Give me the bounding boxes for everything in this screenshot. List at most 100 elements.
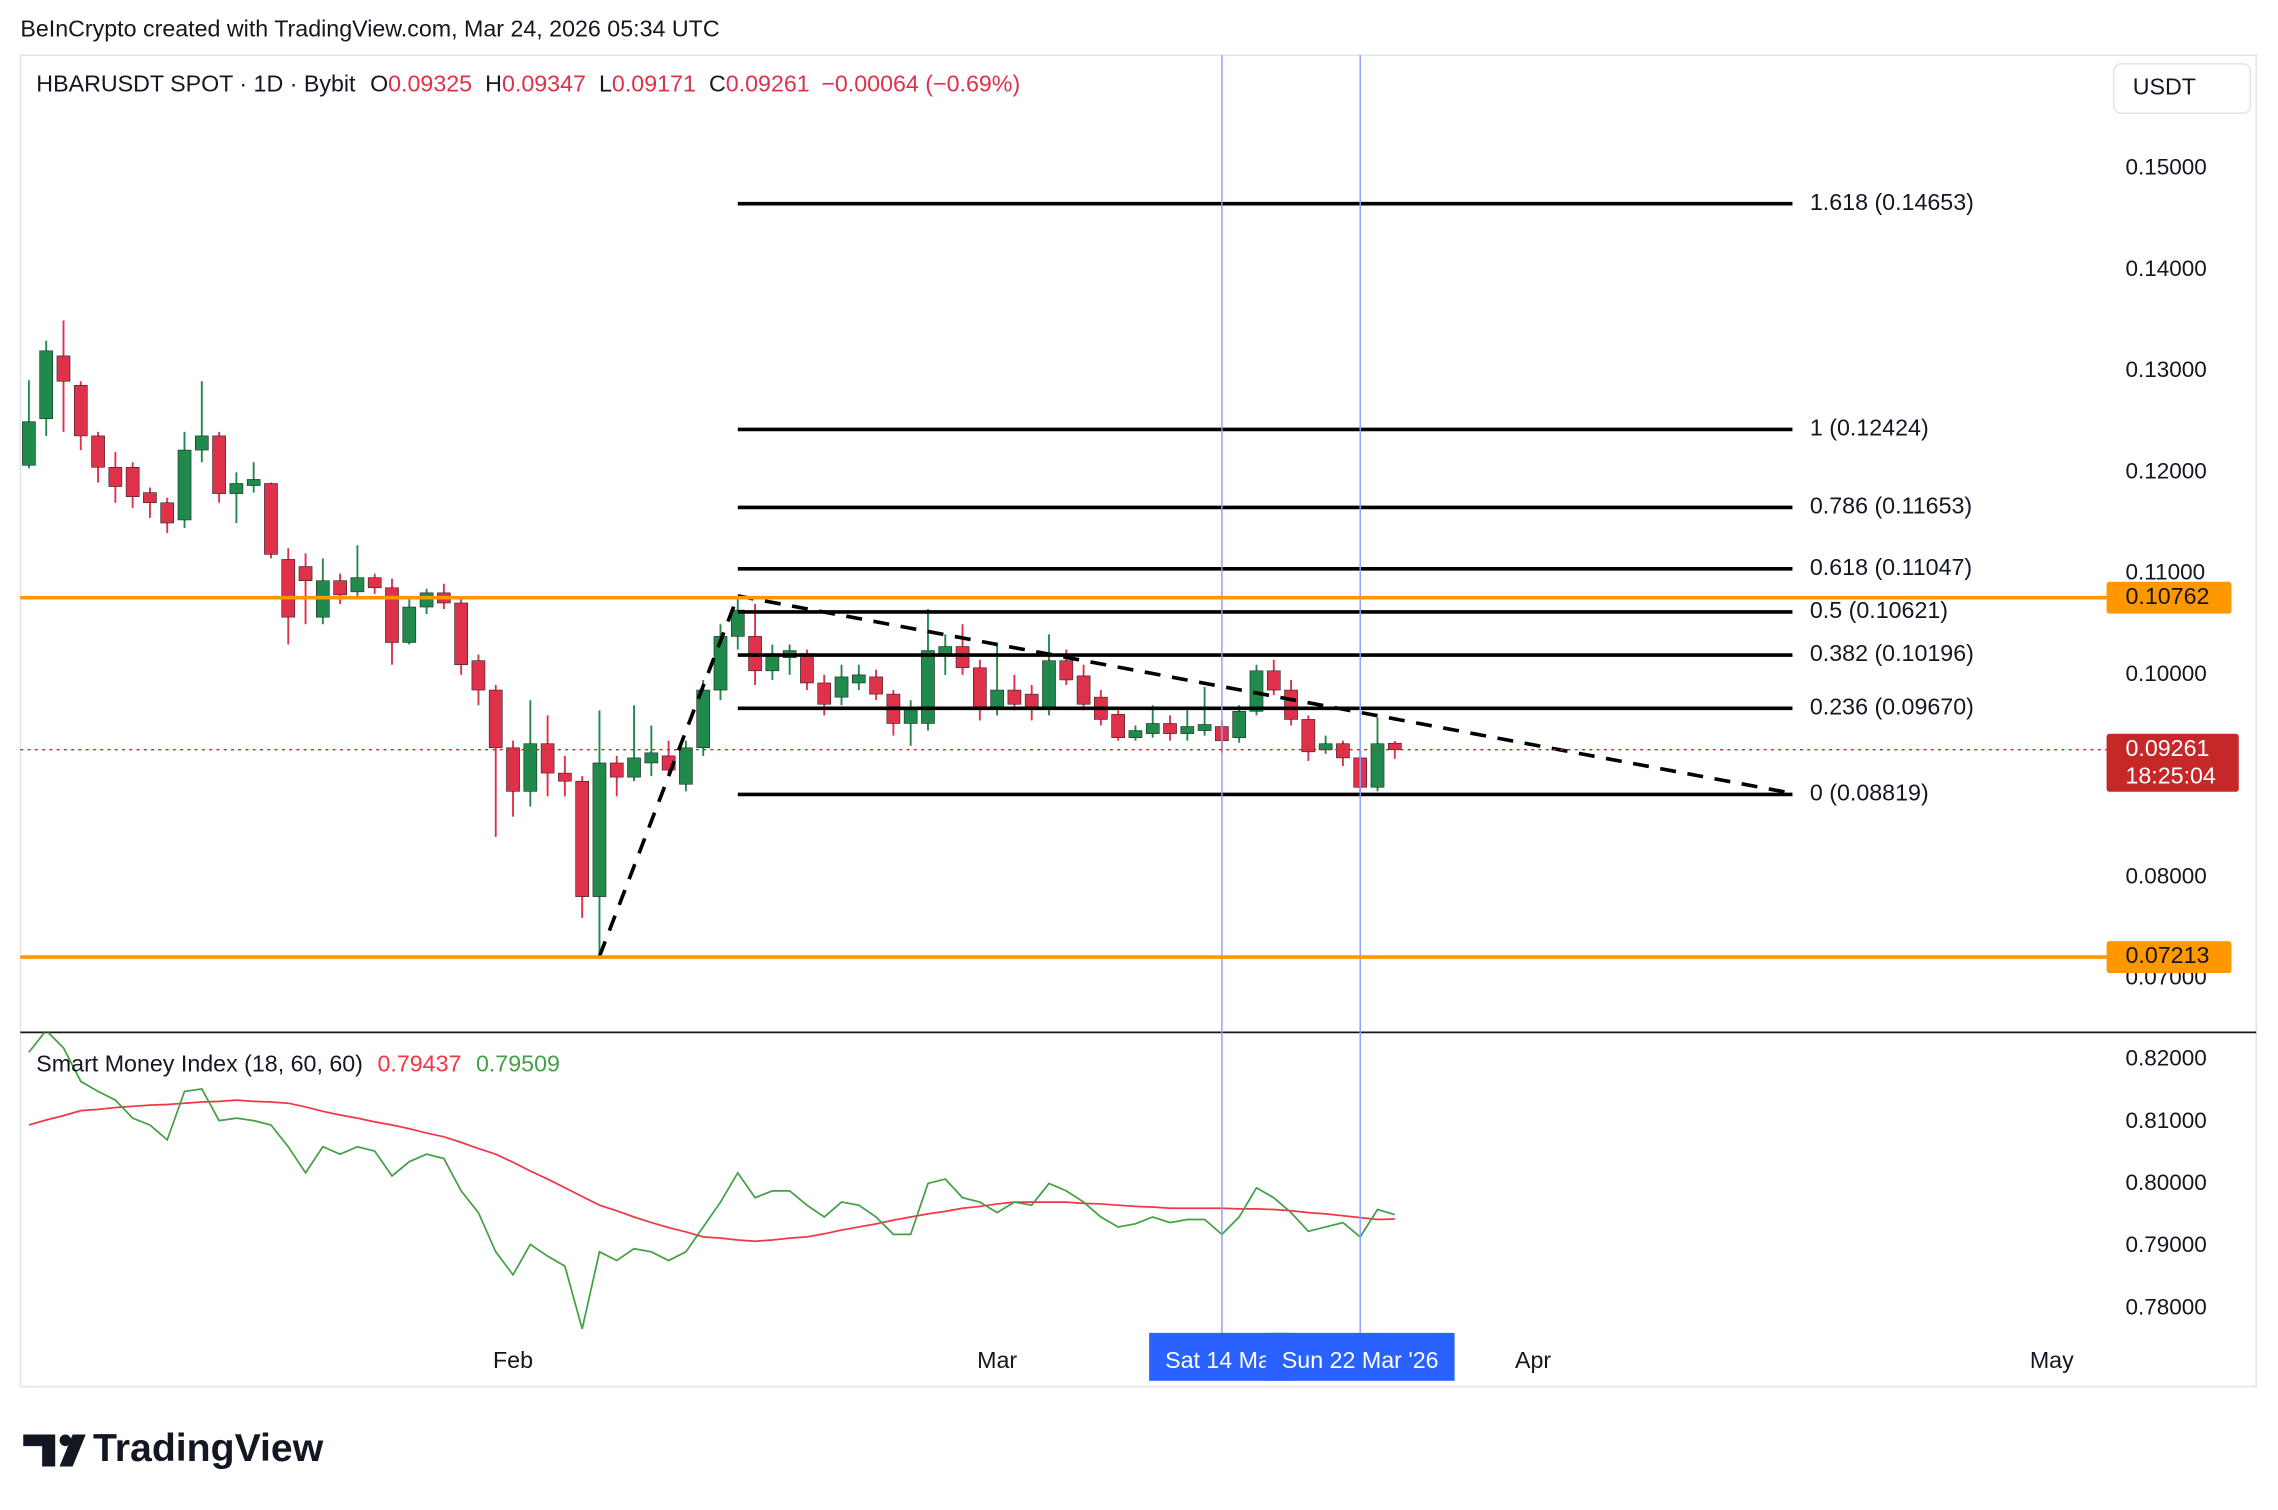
candle-body <box>56 355 71 382</box>
candle-body <box>1249 670 1264 712</box>
level-label: 0.07213 <box>2125 942 2209 968</box>
x-tick-label: Apr <box>1515 1347 1551 1373</box>
x-tick-label: Feb <box>493 1347 533 1373</box>
y-tick-label: 0.13000 <box>2125 357 2206 382</box>
x-tick-label: Mar <box>977 1347 1017 1373</box>
candle-body <box>540 743 555 774</box>
candle-body <box>1284 689 1298 720</box>
y-tick-label: 0.08000 <box>2125 863 2206 888</box>
y-tick-label: 0.15000 <box>2125 155 2206 180</box>
level-label-box <box>2106 581 2232 614</box>
candle-body <box>194 435 209 451</box>
fib-label: 0.236 (0.09670) <box>1810 693 1974 719</box>
legend-item: 0.09325 <box>388 71 472 97</box>
crosshair-label: Sun 22 Mar '26 <box>1282 1347 1439 1373</box>
candle-body <box>592 762 607 897</box>
candle-body <box>419 592 434 608</box>
chart-frame <box>19 54 2257 1388</box>
y-tick-label: 0.11000 <box>2125 560 2205 585</box>
candle-body <box>454 602 468 666</box>
level-label: 0.10762 <box>2125 583 2209 609</box>
fib-label: 0.382 (0.10196) <box>1810 640 1974 666</box>
candle-body <box>921 650 935 724</box>
level-label-box <box>2106 941 2232 974</box>
last-price-box <box>2106 733 2239 792</box>
candle-body <box>264 483 278 555</box>
y-tick-label: 0.80000 <box>2125 1170 2206 1195</box>
candle-body <box>350 577 365 593</box>
legend-item: HBARUSDT SPOT · 1D · Bybit <box>36 71 356 97</box>
currency: USDT <box>2133 74 2196 100</box>
candle-body <box>990 689 1004 709</box>
candle-body <box>973 667 987 709</box>
legend-item: C <box>709 71 726 97</box>
indicator-pane <box>28 1032 1396 1330</box>
candle-body <box>1145 723 1160 734</box>
y-tick-label: 0.79000 <box>2125 1232 2206 1257</box>
candle-body <box>1266 670 1281 691</box>
legend-item: −0.00064 (−0.69%) <box>821 71 1020 97</box>
fib-label: 0.786 (0.11653) <box>1810 493 1972 519</box>
price-pane: 1.618 (0.14653) 1 (0.12424) 0.786 (0.11653… <box>22 189 1974 958</box>
candle-body <box>229 483 244 494</box>
candle-body <box>955 646 970 669</box>
axes: 0.070000.080000.100000.110000.120000.130… <box>20 55 2252 1381</box>
candle-body <box>903 709 918 724</box>
candle-body <box>1387 742 1402 750</box>
trendline <box>597 595 740 958</box>
candle-body <box>558 772 572 782</box>
y-tick-label: 0.81000 <box>2125 1108 2206 1133</box>
candle-body <box>1232 711 1247 738</box>
candle-body <box>627 757 641 778</box>
indicator-title: Smart Money Index (18, 60, 60) <box>36 1051 363 1077</box>
candle-body <box>471 660 486 691</box>
candle-body <box>333 580 347 596</box>
fib-label: 1 (0.12424) <box>1810 415 1929 441</box>
candle-body <box>73 384 88 437</box>
fib-label: 0.618 (0.11047) <box>1810 554 1972 580</box>
candle-body <box>523 743 538 792</box>
candle-body <box>834 676 849 698</box>
candle-body <box>575 780 590 897</box>
legend-item: 0.09347 <box>502 71 586 97</box>
indicator-legend: Smart Money Index (18, 60, 60) 0.79437 0.7… <box>36 1051 560 1077</box>
legend-item: H <box>485 71 502 97</box>
candle-body <box>1042 660 1056 709</box>
candle-body <box>1007 689 1022 705</box>
candle-body <box>817 682 832 705</box>
candle-body <box>246 479 261 486</box>
candle-body <box>160 502 175 524</box>
fib-label: 0 (0.08819) <box>1810 780 1929 806</box>
trendline <box>737 594 1793 796</box>
candle-body <box>506 747 520 792</box>
candle-body <box>1111 714 1125 738</box>
indicator-line <box>28 1032 1396 1330</box>
currency-box <box>2113 63 2252 114</box>
fib-label: 1.618 (0.14653) <box>1810 189 1974 215</box>
candle-body <box>39 350 54 419</box>
candle-body <box>125 467 140 497</box>
indicator-line <box>28 1099 1395 1243</box>
candle-body <box>281 559 296 618</box>
candle-body <box>91 435 105 468</box>
candle-body <box>1197 724 1212 731</box>
crosshair-label: Sat 14 Mar <box>1165 1347 1279 1373</box>
candle-body <box>1024 693 1039 709</box>
candle-body <box>1076 675 1091 705</box>
brand: TradingView <box>93 1427 324 1470</box>
candle-body <box>679 747 693 785</box>
y-tick-label: 0.14000 <box>2125 256 2206 281</box>
candle-body <box>1128 730 1143 738</box>
candle-body <box>730 609 745 637</box>
candle-body <box>1163 723 1177 734</box>
brand-logo <box>23 1434 86 1467</box>
candle-body <box>367 577 382 589</box>
candle-body <box>177 449 192 521</box>
candle-body <box>869 676 883 695</box>
attribution: BeInCrypto created with TradingView.com,… <box>20 16 719 42</box>
candle-body <box>1180 726 1195 734</box>
candle-body <box>1370 743 1385 788</box>
